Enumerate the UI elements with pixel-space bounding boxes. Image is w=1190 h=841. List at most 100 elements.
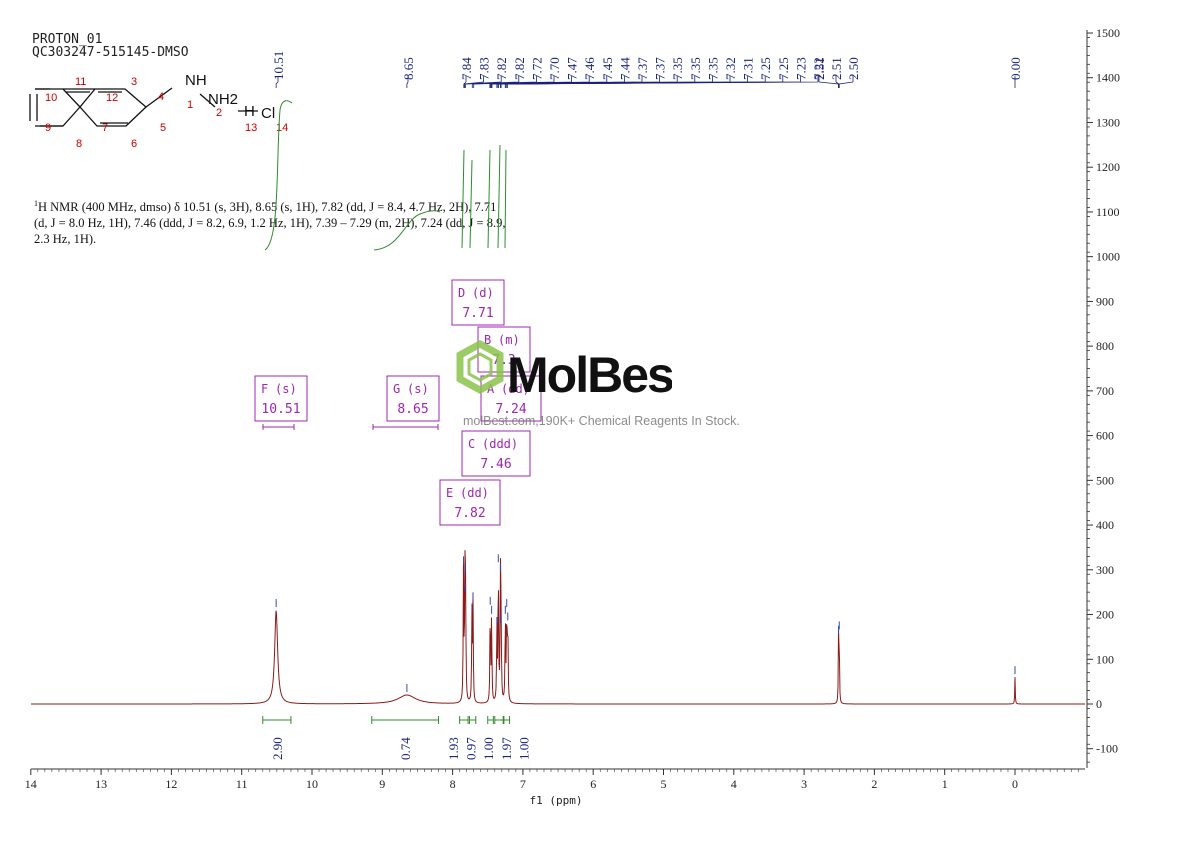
y-tick-label: 700 [1096, 384, 1114, 398]
peak-label: 7.47 [565, 57, 580, 80]
nmr-description: 1H NMR (400 MHz, dmso) δ 10.51 (s, 3H), … [34, 196, 594, 247]
peak-label: 2.51 [829, 57, 844, 80]
peak-label: 7.32 [723, 57, 738, 80]
peak-label-connector [463, 76, 467, 88]
peak-label: 7.45 [600, 57, 615, 80]
integral-curve [264, 100, 293, 251]
multiplet-shift: 7.46 [480, 457, 511, 472]
peak-label: 7.44 [617, 57, 632, 80]
integral-curve [487, 149, 491, 249]
y-tick-label: 400 [1096, 518, 1114, 532]
multiplet-id: F [261, 382, 268, 396]
integral-bracket [468, 716, 477, 724]
multiplet-shift: 10.51 [261, 402, 300, 417]
peak-label: 7.46 [582, 57, 597, 80]
peak-label: 7.37 [635, 57, 650, 80]
peak-label: 7.35 [705, 57, 720, 80]
peak-label: 7.31 [741, 57, 756, 80]
atom-number: 10 [45, 92, 57, 104]
x-tick-label: 4 [731, 777, 737, 791]
peak-label-connector [406, 76, 409, 88]
integral-curve [504, 149, 507, 249]
atom-number: 9 [45, 122, 51, 134]
atom-label-cl: Cl [261, 105, 275, 122]
multiplet-type: (s) [275, 382, 297, 396]
x-tick-label: 14 [25, 777, 37, 791]
molbest-logo-icon: MolBest [456, 340, 672, 400]
peak-label: 7.70 [547, 57, 562, 80]
peak-label-connector [473, 76, 555, 88]
peak-label: 2.50 [846, 57, 861, 80]
sample-id: QC303247-515145-DMSO [32, 45, 189, 60]
multiplet-shift: 8.65 [397, 402, 428, 417]
peak-label: 8.65 [401, 57, 416, 80]
integral-bracket [494, 716, 504, 724]
integral-value: 2.90 [270, 737, 285, 760]
multiplet-box [439, 479, 501, 526]
x-axis-title: f1 (ppm) [530, 794, 583, 807]
watermark-brand: MolBest [507, 347, 672, 400]
y-tick-label: 1100 [1096, 205, 1120, 219]
y-tick-label: 0 [1096, 697, 1102, 711]
y-tick-label: 500 [1096, 473, 1114, 487]
x-tick-label: 9 [379, 777, 385, 791]
atom-number: 14 [276, 122, 288, 134]
y-tick-label: -100 [1096, 742, 1118, 756]
integral-value: 1.00 [481, 737, 496, 760]
multiplet-box [480, 375, 542, 422]
x-tick-label: 6 [590, 777, 596, 791]
multiplet-shift: 7.82 [454, 506, 485, 521]
experiment-name: PROTON_01 [32, 32, 103, 47]
y-tick-label: 200 [1096, 608, 1114, 622]
y-tick-label: 1000 [1096, 250, 1120, 264]
atom-number: 12 [106, 92, 118, 104]
multiplet-shift: 7.24 [495, 402, 526, 417]
peak-label: 0.00 [1008, 57, 1023, 80]
atom-number: 8 [76, 138, 82, 150]
multiplet-type: (d) [472, 286, 494, 300]
integral-curve [373, 210, 441, 251]
x-tick-label: 1 [942, 777, 948, 791]
substituent-bonds [145, 87, 258, 112]
multiplet-range [372, 424, 439, 430]
peak-label: 7.35 [688, 57, 703, 80]
x-tick-label: 3 [801, 777, 807, 791]
peak-label-connector [464, 76, 484, 88]
x-tick-label: 11 [236, 777, 248, 791]
peak-label: 7.25 [776, 57, 791, 80]
peak-label: 7.72 [529, 57, 544, 80]
peak-label-connector [838, 76, 854, 88]
atom-number: 11 [75, 76, 86, 88]
integral-curve [497, 144, 501, 249]
y-tick-label: 100 [1096, 652, 1114, 666]
peak-label: 7.37 [653, 57, 668, 80]
multiplet-range [262, 424, 295, 430]
ring-left-edges [29, 88, 95, 127]
watermark-tagline: molBest.com,190K+ Chemical Reagents In S… [463, 414, 740, 428]
atom-label-nh: NH [185, 72, 207, 89]
multiplet-type: (dd) [460, 486, 489, 500]
description-line-2: (d, J = 8.0 Hz, 1H), 7.46 (ddd, J = 8.2,… [34, 216, 506, 231]
multiplet-type: (ddd) [482, 437, 518, 451]
peak-label-connector [275, 76, 279, 88]
peak-label-connector [507, 76, 819, 88]
peak-label: 7.22 [811, 57, 826, 80]
x-tick-label: 8 [450, 777, 456, 791]
integral-value: 1.00 [516, 737, 531, 760]
y-tick-label: 1400 [1096, 71, 1120, 85]
y-tick-label: 1200 [1096, 160, 1120, 174]
peak-label: 2.51 [812, 57, 827, 80]
multiplet-box [451, 279, 505, 326]
atom-number: 2 [216, 107, 222, 119]
spectrum-header: PROTON_01 QC303247-515145-DMSO [32, 33, 189, 59]
y-tick-label: 1300 [1096, 115, 1120, 129]
atom-number: 5 [160, 122, 166, 134]
peak-label: 7.25 [758, 57, 773, 80]
integral-bracket [503, 716, 511, 724]
x-tick-label: 12 [165, 777, 177, 791]
multiplet-id: C [468, 437, 475, 451]
integral-curve [461, 149, 465, 249]
isotope-superscript: 1 [34, 199, 38, 208]
atom-number: 4 [158, 91, 164, 103]
peak-label-connector [835, 76, 839, 88]
